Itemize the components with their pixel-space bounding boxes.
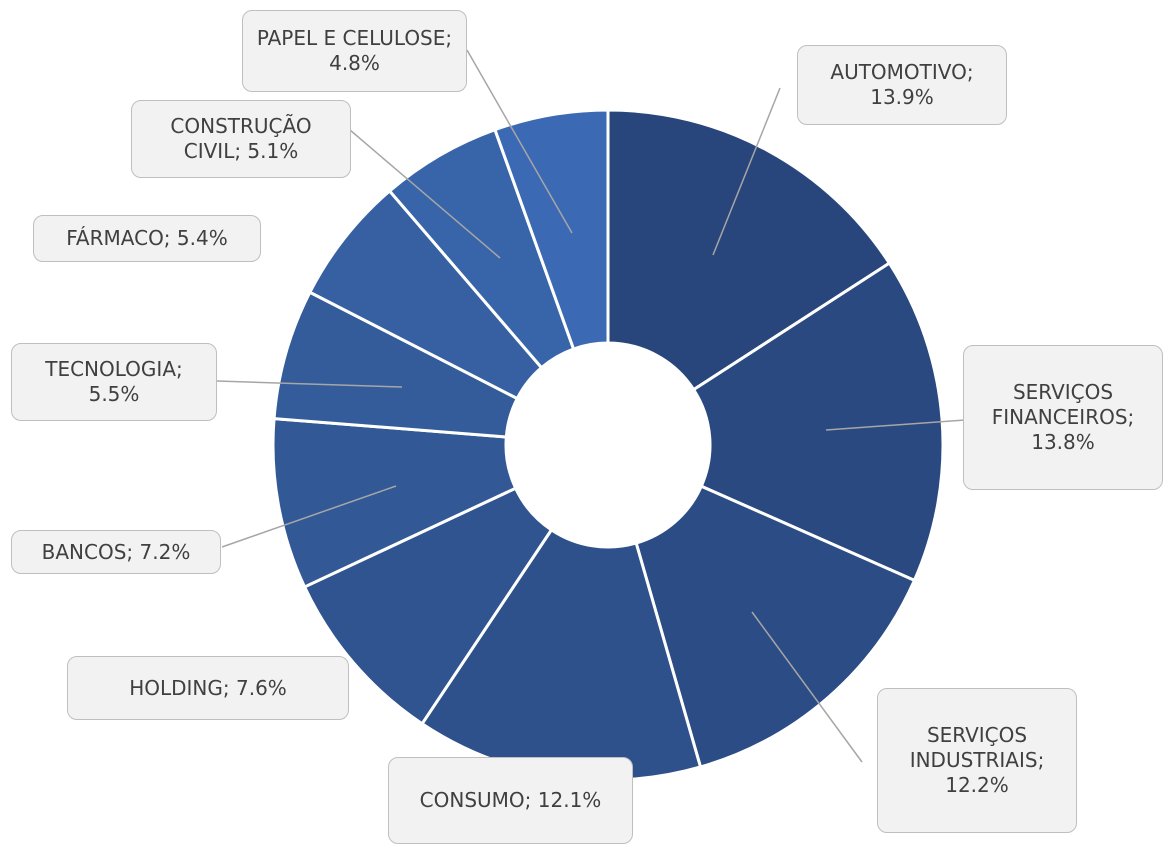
data-label: FÁRMACO; 5.4% <box>33 215 261 262</box>
donut-slice <box>302 486 554 726</box>
leader-line <box>712 87 781 256</box>
leader-line <box>825 419 966 431</box>
data-label: CONSTRUÇÃO CIVIL; 5.1% <box>131 100 351 178</box>
data-label: CONSUMO; 12.1% <box>388 757 633 844</box>
donut-slice <box>493 108 610 351</box>
data-label: TECNOLOGIA; 5.5% <box>11 343 217 421</box>
data-label: PAPEL E CELULOSE; 4.8% <box>242 10 467 92</box>
leader-line <box>216 380 403 388</box>
data-label: BANCOS; 7.2% <box>11 530 221 574</box>
data-label: AUTOMOTIVO; 13.9% <box>797 45 1007 125</box>
donut-slice <box>634 484 917 769</box>
leader-line <box>221 485 397 548</box>
leader-line <box>466 49 573 234</box>
donut-slice <box>691 261 945 583</box>
leader-line <box>349 129 501 259</box>
donut-slice <box>271 416 518 589</box>
leader-line <box>751 611 863 763</box>
data-label: SERVIÇOS FINANCEIROS; 13.8% <box>963 345 1163 490</box>
data-label: HOLDING; 7.6% <box>67 656 349 720</box>
donut-slice <box>606 108 892 392</box>
data-label: SERVIÇOS INDUSTRIAIS; 12.2% <box>877 688 1077 833</box>
